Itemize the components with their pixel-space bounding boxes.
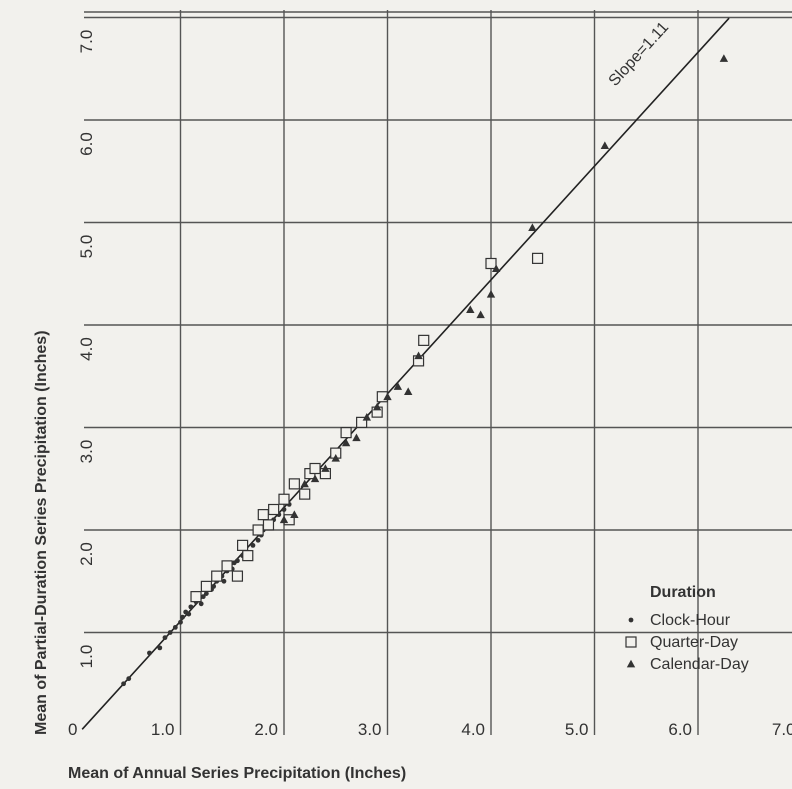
quarter-day-point <box>299 488 311 500</box>
y-tick-label: 6.0 <box>77 132 96 156</box>
calendar-day-point <box>719 54 729 62</box>
calendar-day-point <box>279 515 289 524</box>
clock-hour-point <box>167 630 173 635</box>
clock-hour-point <box>235 558 240 564</box>
grid <box>84 10 792 735</box>
calendar-day-point <box>341 438 351 447</box>
quarter-day-point <box>257 509 269 521</box>
quarter-day-point <box>278 493 290 505</box>
clock-hour-point <box>157 645 163 651</box>
quarter-day-point <box>190 591 202 603</box>
calendar-day-point <box>476 310 485 319</box>
x-tick-label: 4.0 <box>461 720 485 739</box>
calendar-day-point <box>300 479 309 488</box>
x-tick-label: 2.0 <box>254 720 278 739</box>
clock-hour-point <box>281 507 287 512</box>
legend-label-clock-hour: Clock-Hour <box>650 612 731 629</box>
legend-title: Duration <box>650 584 716 601</box>
clock-hour-point <box>121 681 126 687</box>
legend-label-calendar-day: Calendar-Day <box>650 656 749 673</box>
calendar-day-point <box>600 141 610 149</box>
quarter-day-point <box>340 427 352 439</box>
quarter-day-point <box>242 550 254 562</box>
fit-line <box>81 17 730 730</box>
x-tick-label: 5.0 <box>565 720 589 739</box>
quarter-day-point <box>418 334 430 346</box>
data-points <box>121 54 729 687</box>
clock-hour-point <box>162 635 168 641</box>
fit-line-label: Slope=1.11 <box>606 19 673 90</box>
clock-hour-point <box>172 624 178 630</box>
y-tick-label: 7.0 <box>77 30 96 54</box>
calendar-day-point <box>414 351 423 360</box>
legend-marker-quarter-day <box>625 636 637 648</box>
x-tick-label: 0 <box>68 720 77 739</box>
quarter-day-point <box>252 524 264 536</box>
quarter-day-point <box>309 462 321 475</box>
clock-hour-point <box>186 611 192 617</box>
legend-items: Clock-Hour Quarter-Day Calendar-Day <box>625 612 749 673</box>
legend-marker-calendar-day <box>626 659 636 668</box>
clock-hour-point <box>255 537 261 543</box>
clock-hour-point <box>178 619 183 625</box>
calendar-day-point <box>331 454 340 462</box>
calendar-day-point <box>321 464 330 472</box>
quarter-day-point <box>288 478 300 490</box>
x-axis-ticks: 0 1.0 2.0 3.0 4.0 5.0 6.0 7.0 <box>68 720 792 739</box>
y-tick-label: 5.0 <box>77 235 96 259</box>
calendar-day-point <box>362 413 371 421</box>
clock-hour-point <box>198 601 204 607</box>
x-tick-label: 7.0 <box>772 720 792 739</box>
calendar-day-point <box>352 433 361 442</box>
calendar-day-point <box>372 402 382 411</box>
quarter-day-point <box>356 416 368 428</box>
calendar-day-point <box>290 510 299 518</box>
clock-hour-point <box>211 583 217 589</box>
legend-marker-clock-hour <box>628 617 634 623</box>
y-tick-label: 1.0 <box>77 645 96 669</box>
clock-hour-point <box>126 676 132 682</box>
clock-hour-point <box>250 542 256 548</box>
x-tick-label: 3.0 <box>358 720 382 739</box>
calendar-day-point <box>404 387 413 395</box>
legend-label-quarter-day: Quarter-Day <box>650 634 738 651</box>
quarter-day-point <box>200 580 212 592</box>
clock-hour-point <box>203 591 209 596</box>
x-tick-label: 6.0 <box>668 720 692 739</box>
quarter-day-point <box>237 539 249 551</box>
x-tick-label: 1.0 <box>151 720 175 739</box>
calendar-day-point <box>486 290 496 298</box>
y-tick-label: 2.0 <box>77 542 96 566</box>
calendar-day-point <box>393 382 403 390</box>
quarter-day-point <box>211 570 223 582</box>
calendar-day-point <box>491 264 501 272</box>
x-axis-title: Mean of Annual Series Precipitation (Inc… <box>68 765 406 782</box>
legend: Duration Clock-Hour Quarter-Day Calendar-D… <box>625 584 749 673</box>
calendar-day-point <box>383 392 392 401</box>
quarter-day-point <box>231 570 244 582</box>
y-axis-ticks: 1.0 2.0 3.0 4.0 5.0 6.0 7.0 <box>77 30 96 669</box>
y-axis-title: Mean of Partial-Duration Series Precipit… <box>33 330 50 735</box>
clock-hour-point <box>221 578 227 584</box>
clock-hour-point <box>200 594 206 600</box>
y-tick-label: 4.0 <box>77 337 96 361</box>
y-tick-label: 3.0 <box>77 440 96 464</box>
quarter-day-point <box>485 257 497 270</box>
calendar-day-point <box>466 305 475 313</box>
clock-hour-point <box>180 614 185 620</box>
quarter-day-point <box>531 252 544 264</box>
quarter-day-point <box>262 519 275 531</box>
quarter-day-point <box>268 503 280 516</box>
calendar-day-point <box>528 223 537 231</box>
clock-hour-point <box>188 604 194 610</box>
calendar-day-point <box>310 474 320 483</box>
quarter-day-point <box>221 560 233 572</box>
clock-hour-point <box>147 650 152 656</box>
